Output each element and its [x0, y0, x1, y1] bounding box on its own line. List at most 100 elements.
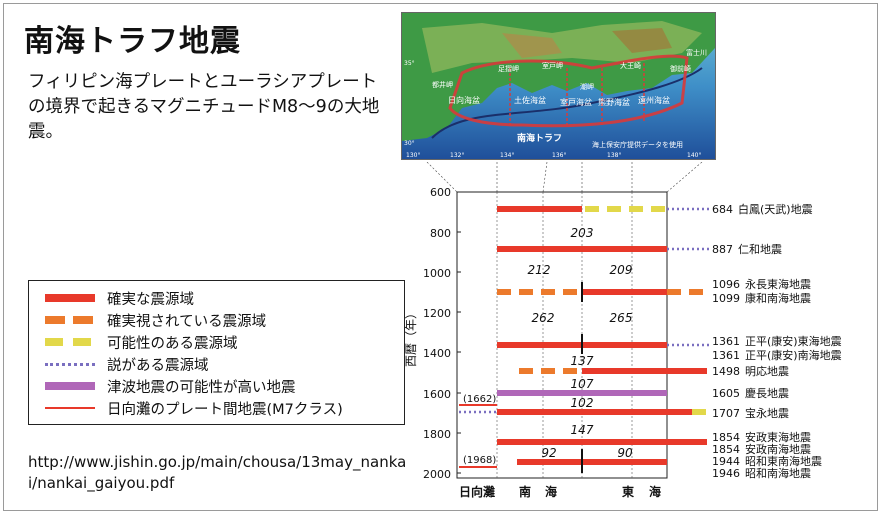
event-year: 1361 — [712, 349, 740, 362]
map-label-basin: 日向海盆 — [448, 95, 480, 105]
y-tick-marks — [457, 191, 461, 474]
event-name: 永長東海地震 — [745, 277, 811, 291]
legend-label: 可能性のある震源域 — [107, 335, 238, 352]
map-credit: 海上保安庁提供データを使用 — [592, 140, 683, 149]
legend-box: 確実な震源域 確実視されている震源域 可能性のある震源域 説がある震源域 津波地… — [28, 280, 405, 425]
interval-label: 203 — [571, 226, 594, 240]
event-year: 1361 — [712, 335, 740, 348]
slide-title: 南海トラフ地震 — [24, 24, 241, 59]
event-name: 安政南海地震 — [745, 442, 811, 456]
event-year: 1707 — [712, 407, 740, 420]
map-label-basin: 熊野海盆 — [598, 97, 630, 107]
y-tick: 600 — [430, 186, 451, 199]
event-name: 白鳳(天武)地震 — [738, 202, 813, 216]
bar-certain-1498 — [582, 368, 707, 374]
source-url: http://www.jishin.go.jp/main/chousa/13ma… — [28, 453, 407, 492]
y-tick: 1200 — [423, 307, 451, 320]
map-label-cape: 都井岬 — [432, 80, 453, 89]
legend-swatch-dashed-orange — [43, 311, 97, 329]
map-lon-label: 140° — [687, 152, 701, 159]
y-axis-ticks: 600 800 1000 1200 1400 1600 1800 2000 — [423, 186, 451, 481]
interval-label: 92 — [541, 446, 556, 460]
interval-label: 90 — [617, 446, 633, 460]
legend-item-tsunami: 津波地震の可能性が高い地震 — [43, 377, 296, 396]
map-label-basin: 土佐海盆 — [514, 95, 546, 105]
map-lon-label: 138° — [607, 152, 621, 159]
x-label-hyuganada: 日向灘 — [459, 484, 495, 499]
source-area-outline — [448, 54, 689, 128]
rupture-bars — [459, 206, 709, 473]
legend-swatch-thin-red — [43, 399, 97, 417]
y-tick: 1600 — [423, 388, 451, 401]
event-year: 1944 — [712, 455, 740, 468]
map-lat-label: 35° — [404, 60, 415, 67]
y-tick: 1000 — [423, 267, 451, 280]
interval-label: 102 — [571, 396, 594, 410]
event-year: 1099 — [712, 292, 740, 305]
map-lon-label: 132° — [450, 152, 464, 159]
event-name: 宝永地震 — [745, 406, 789, 420]
event-name: 昭和南海地震 — [745, 466, 811, 480]
interval-label: 137 — [571, 354, 594, 368]
map-label-cape: 御前崎 — [670, 64, 691, 73]
legend-item-certain: 確実な震源域 — [43, 289, 194, 308]
interval-label: 212 — [528, 263, 551, 277]
event-name: 正平(康安)東海地震 — [745, 334, 842, 348]
event-year: 887 — [712, 243, 733, 256]
event-name: 明応地震 — [745, 364, 789, 378]
bar-certain-1854 — [497, 439, 707, 445]
event-year: 1498 — [712, 365, 740, 378]
legend-label: 確実な震源域 — [107, 291, 194, 308]
interval-label: 107 — [571, 377, 594, 391]
map-lon-label: 136° — [552, 152, 566, 159]
map-label-cape: 室戸岬 — [542, 61, 563, 70]
hyuganada-year-label: (1662) — [463, 394, 496, 405]
event-year: 1096 — [712, 278, 740, 291]
mountain-area — [612, 28, 672, 53]
map-label-basin: 室戸海盆 — [560, 97, 592, 107]
y-tick: 800 — [430, 227, 451, 240]
mountain-area — [502, 33, 562, 58]
legend-swatch-dashed-yellow — [43, 333, 97, 351]
slide-frame — [3, 3, 878, 511]
y-tick: 1400 — [423, 347, 451, 360]
x-axis-labels: 日向灘 南 海 東 海 — [459, 484, 661, 499]
event-year: 1854 — [712, 431, 740, 444]
bar-tsunami-1605 — [497, 390, 667, 396]
description-text: フィリピン海プレートとユーラシアプレートの境界で起きるマグニチュードM8～9の大… — [28, 72, 380, 142]
y-tick: 1800 — [423, 428, 451, 441]
hyuganada-year-label: (1968) — [463, 455, 496, 466]
event-name: 正平(康安)南海地震 — [745, 348, 842, 362]
bar-certain-1944 — [517, 459, 667, 465]
projection-lines — [426, 161, 703, 193]
bar-certain-1096 — [582, 289, 667, 295]
x-label-nan: 南 — [519, 484, 531, 499]
legend-item-probable: 確実視されている震源域 — [43, 311, 267, 330]
bar-certain-887 — [497, 246, 667, 252]
legend-label: 確実視されている震源域 — [107, 313, 267, 330]
event-name: 仁和地震 — [738, 243, 782, 256]
legend-label: 津波地震の可能性が高い地震 — [107, 379, 296, 396]
trough-line — [431, 67, 703, 139]
event-year: 1854 — [712, 443, 740, 456]
legend-item-hyuganada: 日向灘のプレート間地震(M7クラス) — [43, 399, 343, 418]
map-lat-label: 30° — [404, 140, 415, 147]
legend-label: 日向灘のプレート間地震(M7クラス) — [107, 401, 343, 418]
event-name: 昭和東南海地震 — [745, 454, 822, 468]
event-name: 康和南海地震 — [745, 291, 811, 305]
interval-label: 262 — [532, 311, 555, 325]
legend-swatch-dotted-purple — [43, 355, 97, 373]
event-year: 1605 — [712, 387, 740, 400]
map-lon-label: 130° — [406, 152, 420, 159]
